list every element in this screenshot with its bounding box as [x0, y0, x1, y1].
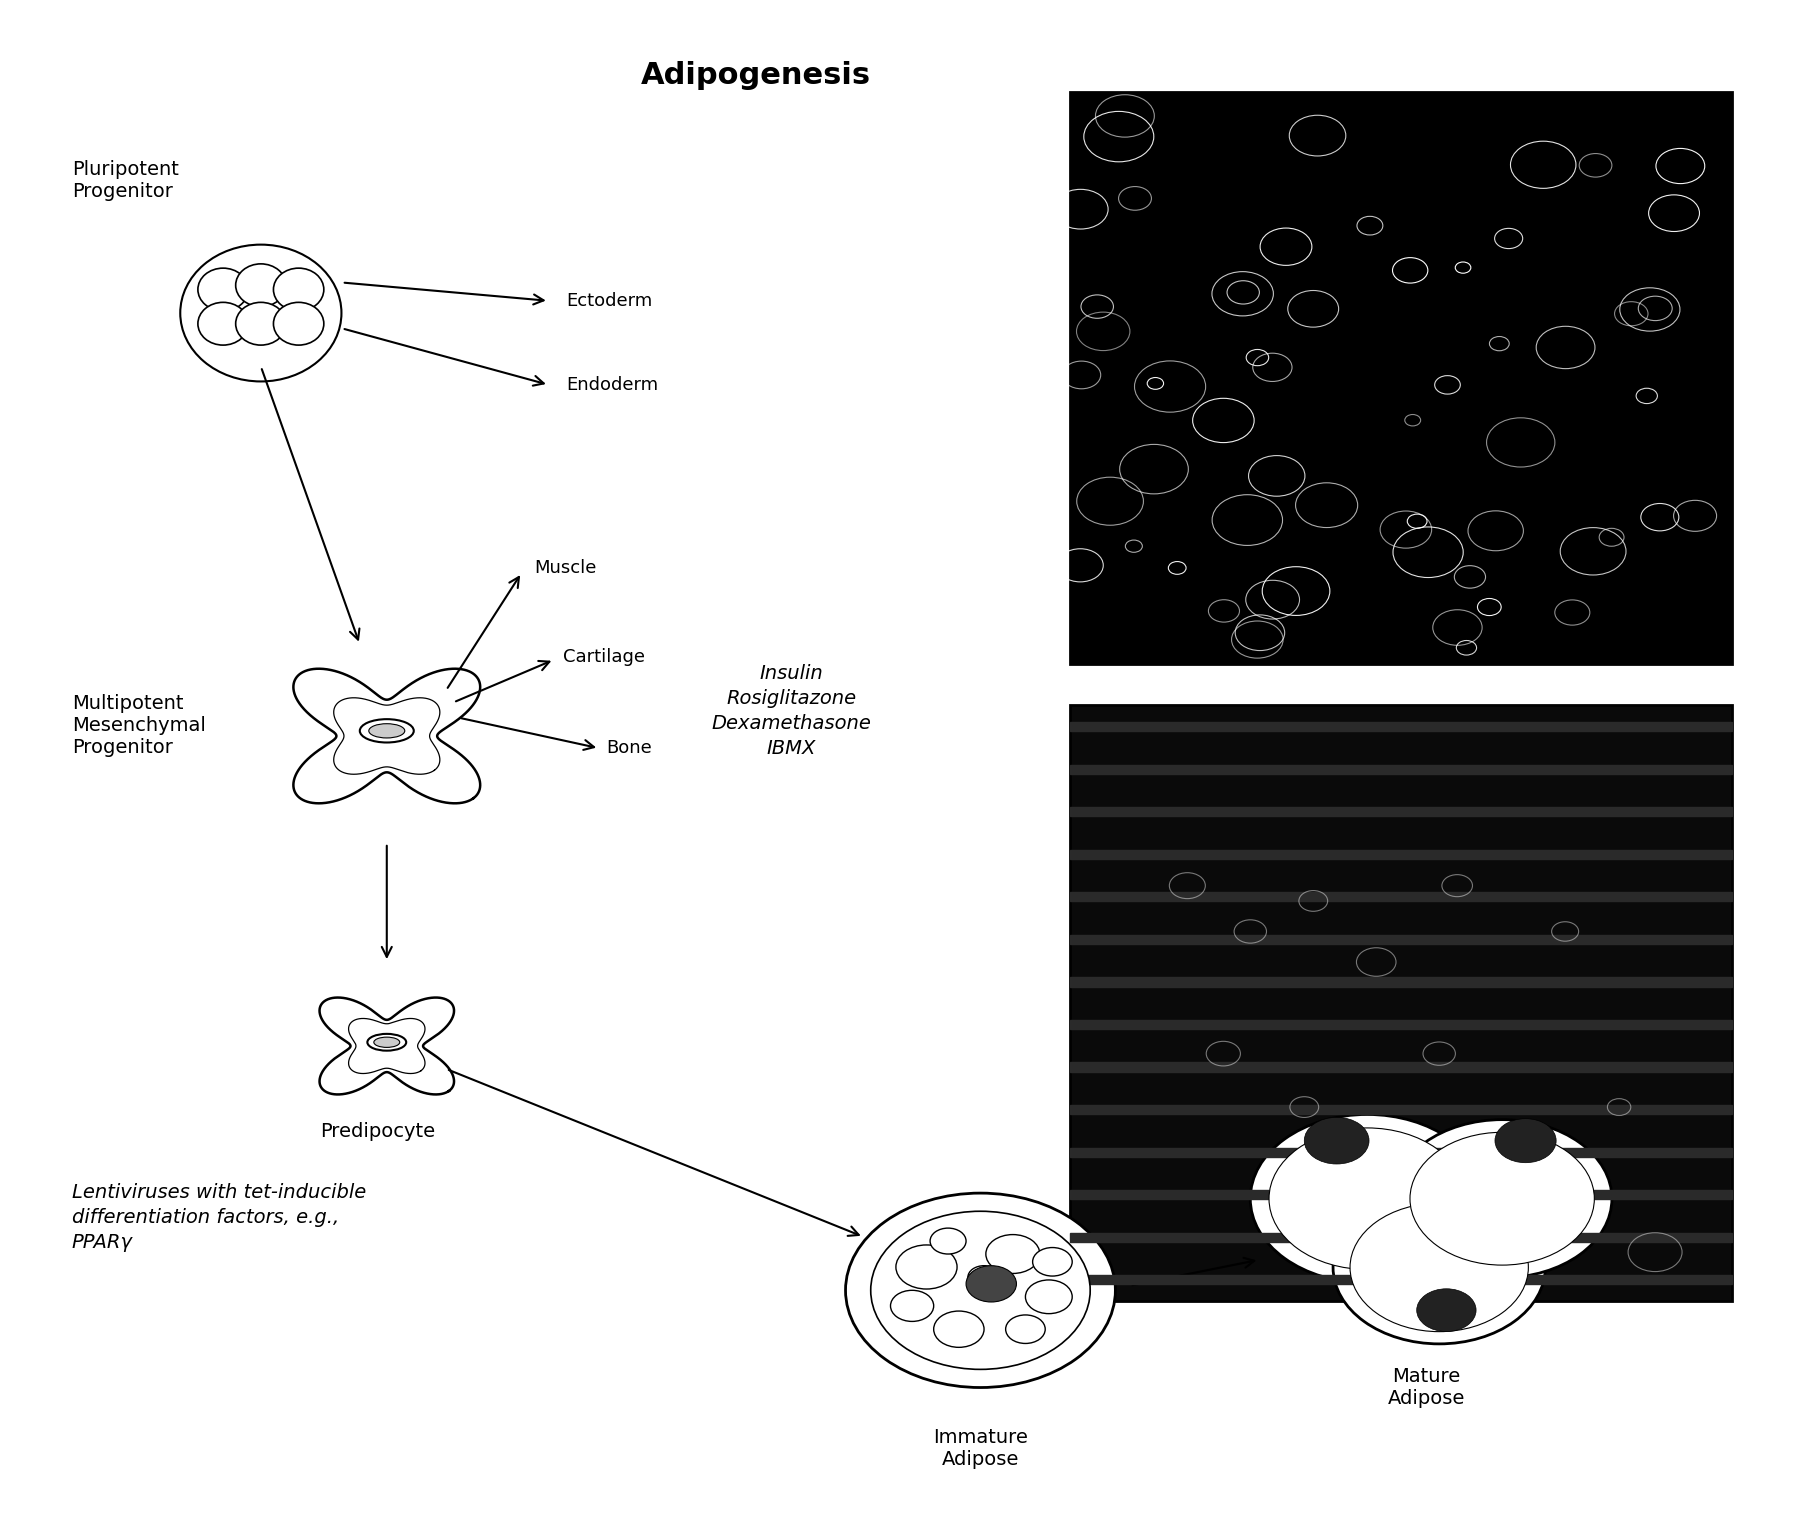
Circle shape	[198, 302, 248, 345]
Circle shape	[180, 244, 342, 382]
Ellipse shape	[967, 1266, 1000, 1289]
Ellipse shape	[1268, 1128, 1465, 1269]
Bar	[1070, 1063, 1731, 1072]
Bar	[1070, 1106, 1731, 1115]
Ellipse shape	[845, 1193, 1115, 1388]
Bar	[1070, 1275, 1731, 1284]
Ellipse shape	[1410, 1133, 1593, 1264]
Ellipse shape	[966, 1266, 1016, 1303]
Text: Bone: Bone	[606, 739, 651, 757]
Ellipse shape	[369, 724, 405, 738]
Text: Lentiviruses with tet-inducible
differentiation factors, e.g.,
PPARγ: Lentiviruses with tet-inducible differen…	[72, 1183, 367, 1252]
Text: Multipotent
Mesenchymal
Progenitor: Multipotent Mesenchymal Progenitor	[72, 693, 205, 757]
Text: Mature
Adipose: Mature Adipose	[1386, 1367, 1465, 1408]
Ellipse shape	[890, 1290, 933, 1321]
Ellipse shape	[870, 1211, 1090, 1370]
Bar	[1070, 1190, 1731, 1199]
Ellipse shape	[1332, 1191, 1544, 1344]
Ellipse shape	[374, 1037, 399, 1048]
Ellipse shape	[933, 1312, 984, 1347]
Text: Pluripotent
Progenitor: Pluripotent Progenitor	[72, 160, 178, 202]
Text: Muscle: Muscle	[534, 559, 597, 577]
Circle shape	[198, 269, 248, 312]
Bar	[1070, 892, 1731, 901]
Ellipse shape	[1415, 1289, 1474, 1332]
Ellipse shape	[1392, 1119, 1611, 1278]
Circle shape	[236, 264, 286, 307]
Bar	[1070, 935, 1731, 944]
Text: Adipogenesis: Adipogenesis	[640, 61, 870, 90]
Bar	[1070, 808, 1731, 817]
Bar	[1070, 1020, 1731, 1029]
Ellipse shape	[1005, 1315, 1045, 1344]
Text: Immature
Adipose: Immature Adipose	[933, 1428, 1027, 1469]
Bar	[1070, 849, 1731, 858]
Bar	[1070, 1148, 1731, 1157]
Bar	[1070, 722, 1731, 731]
Text: Cartilage: Cartilage	[563, 647, 645, 666]
Ellipse shape	[1250, 1115, 1483, 1283]
Ellipse shape	[985, 1235, 1039, 1274]
Bar	[1070, 92, 1731, 664]
Ellipse shape	[1032, 1248, 1072, 1277]
Circle shape	[236, 302, 286, 345]
Ellipse shape	[930, 1228, 966, 1254]
Ellipse shape	[1025, 1280, 1072, 1313]
Text: Endoderm: Endoderm	[566, 376, 658, 394]
Circle shape	[273, 302, 324, 345]
Ellipse shape	[1494, 1119, 1555, 1162]
Ellipse shape	[360, 719, 414, 742]
Ellipse shape	[1348, 1203, 1528, 1332]
Text: Ectoderm: Ectoderm	[566, 292, 653, 310]
Bar	[1070, 977, 1731, 986]
Ellipse shape	[367, 1034, 406, 1051]
Bar	[1070, 765, 1731, 774]
Bar	[1070, 1232, 1731, 1241]
Bar	[1070, 705, 1731, 1301]
Ellipse shape	[1304, 1118, 1368, 1164]
Ellipse shape	[895, 1245, 957, 1289]
Polygon shape	[320, 997, 453, 1095]
Text: Insulin
Rosiglitazone
Dexamethasone
IBMX: Insulin Rosiglitazone Dexamethasone IBMX	[712, 664, 870, 759]
Polygon shape	[293, 669, 480, 803]
Circle shape	[273, 269, 324, 312]
Text: Predipocyte: Predipocyte	[320, 1122, 435, 1141]
